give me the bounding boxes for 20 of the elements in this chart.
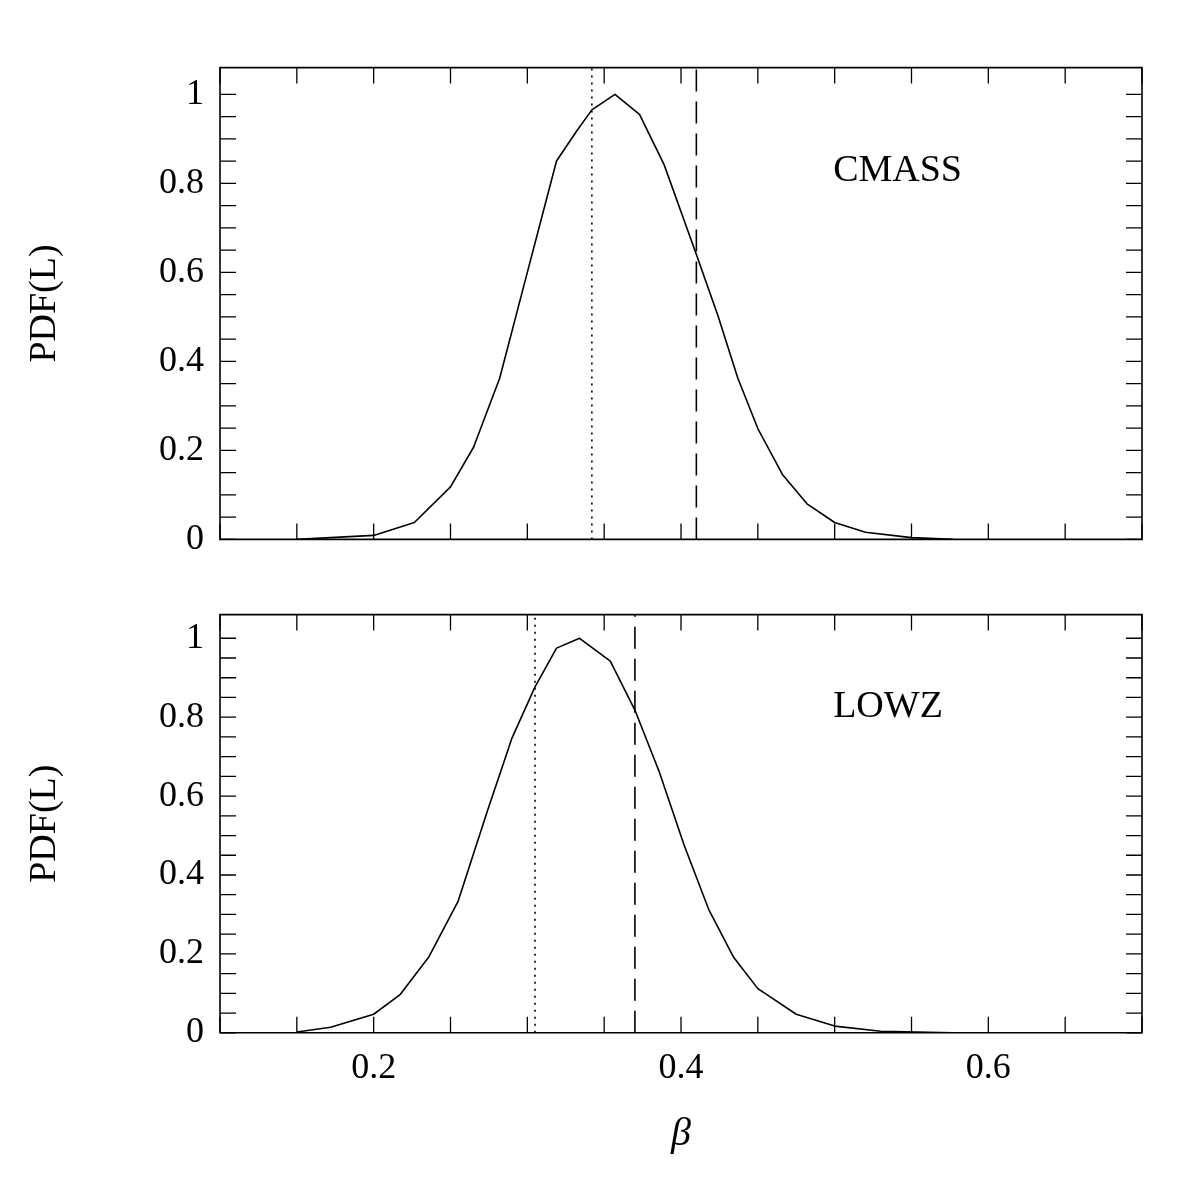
x-tick-label: 0.2 <box>351 1045 397 1086</box>
y-tick-label: 0.4 <box>159 338 204 379</box>
y-tick-label: 0.6 <box>159 773 204 814</box>
annotation: CMASS <box>833 147 962 190</box>
y-tick-label: 1 <box>186 71 204 112</box>
y-tick-label: 0.2 <box>159 427 204 468</box>
y-tick-label: 0.6 <box>159 249 204 290</box>
y-tick-label: 0.8 <box>159 694 204 735</box>
y-tick-label: 0.2 <box>159 931 204 972</box>
annotation: LOWZ <box>833 682 943 725</box>
x-axis-title: β <box>670 1108 692 1154</box>
x-tick-label: 0.6 <box>965 1045 1011 1086</box>
y-tick-label: 1 <box>186 615 204 656</box>
y-axis-title: PDF(L) <box>20 244 64 363</box>
x-tick-label: 0.4 <box>658 1045 704 1086</box>
y-tick-label: 0.8 <box>159 160 204 201</box>
y-tick-label: 0 <box>186 1010 204 1051</box>
y-axis-title: PDF(L) <box>20 764 64 883</box>
y-tick-label: 0.4 <box>159 852 204 893</box>
y-tick-label: 0 <box>186 516 204 557</box>
